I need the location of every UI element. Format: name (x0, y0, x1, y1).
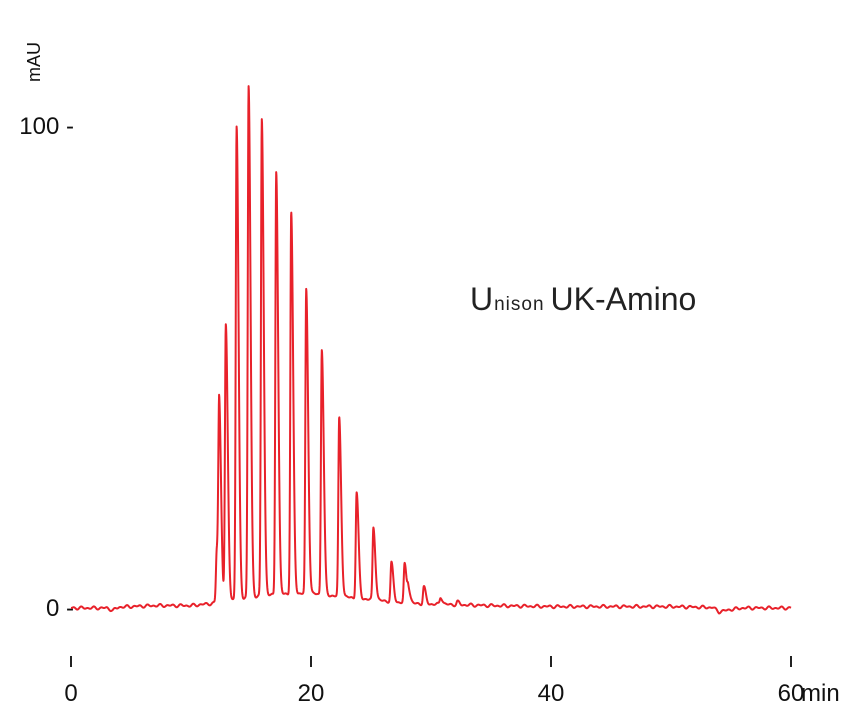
brand-product-name: UK-Amino (551, 281, 697, 317)
trace-layer (70, 85, 792, 615)
y-axis-unit-label: mAU (24, 42, 44, 82)
product-legend: Unison UK-Amino (470, 281, 696, 317)
x-tick-label: 40 (538, 680, 565, 707)
x-tick-label: 60 (778, 680, 805, 707)
x-tick-label: 20 (298, 680, 325, 707)
y-tick-label: 100 - (19, 113, 74, 140)
x-axis-unit-label: min (801, 680, 840, 707)
legend-brand: Unison UK-Amino (470, 281, 696, 317)
chromatogram-trace (70, 85, 792, 615)
x-tick-label: 0 (64, 680, 77, 707)
y-axis: mAU 0 - 100 - (19, 42, 74, 622)
brand-initial: U (470, 281, 493, 317)
y-tick-label: 0 - (46, 595, 74, 622)
brand-rest: nison (494, 294, 544, 315)
